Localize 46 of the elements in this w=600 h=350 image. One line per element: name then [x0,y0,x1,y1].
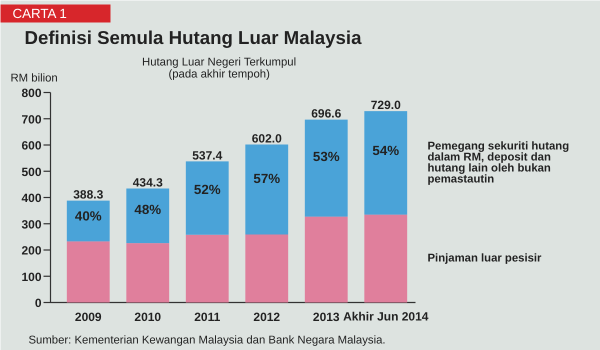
bar [66,200,110,242]
bar [186,234,229,302]
bar [364,214,408,302]
bar [186,161,229,235]
y-tick-label: 600 [21,138,42,152]
x-tick-label: 2010 [134,310,162,324]
total-label: 696.6 [311,106,342,121]
annotation: 53% [312,149,340,164]
x-tick-label: 2009 [74,310,102,324]
bar [126,188,170,244]
bar [364,111,408,215]
annotation: 54% [372,142,400,158]
series-label: Pemegang sekuriti hutang dalam RM, deposit dan hutang lain oleh bukan pemastautin [428,140,570,186]
bar [66,241,110,302]
y-tick-label: 200 [21,244,42,258]
bar [304,216,348,302]
total-label: 388.3 [73,188,104,202]
chart-title: Definisi Semula Hutang Luar Malaysia [24,27,362,48]
text: Sumber: Kementerian Kewangan Malaysia dan Bank Negara Malaysia. [28,334,386,346]
x-tick-label: 2012 [253,310,280,324]
y-axis-title: RM bilion [10,72,58,84]
bar [245,144,288,235]
x-tick-label: 2011 [194,310,221,324]
total-label: 537.4 [192,148,223,162]
total-label: 434.3 [132,175,164,190]
x-tick-label: Akhir Jun 2014 [343,310,429,324]
annotation: 57% [253,171,280,186]
annotation: 48% [134,202,162,217]
bar [304,120,348,217]
y-tick-label: 0 [34,296,42,310]
y-tick-label: 100 [21,270,42,284]
y-tick-label: 500 [21,164,42,179]
y-tick-label: 300 [21,217,42,232]
y-tick-label: 400 [21,191,42,205]
total-label: 602.0 [252,131,282,146]
text: CARTA 1 [12,6,67,21]
y-tick-label: 800 [21,86,42,100]
annotation: 52% [194,182,221,197]
bar [126,243,170,302]
x-tick-label: 2013 [312,310,340,324]
bar [245,234,288,302]
series-label: Pinjaman luar pesisir [428,252,542,265]
y-tick-label: 700 [21,112,42,126]
annotation: 40% [74,208,102,224]
total-label: 729.0 [370,98,402,112]
chart-subtitle: Hutang Luar Negeri Terkumpul (pada akhir tempoh) [142,56,296,80]
